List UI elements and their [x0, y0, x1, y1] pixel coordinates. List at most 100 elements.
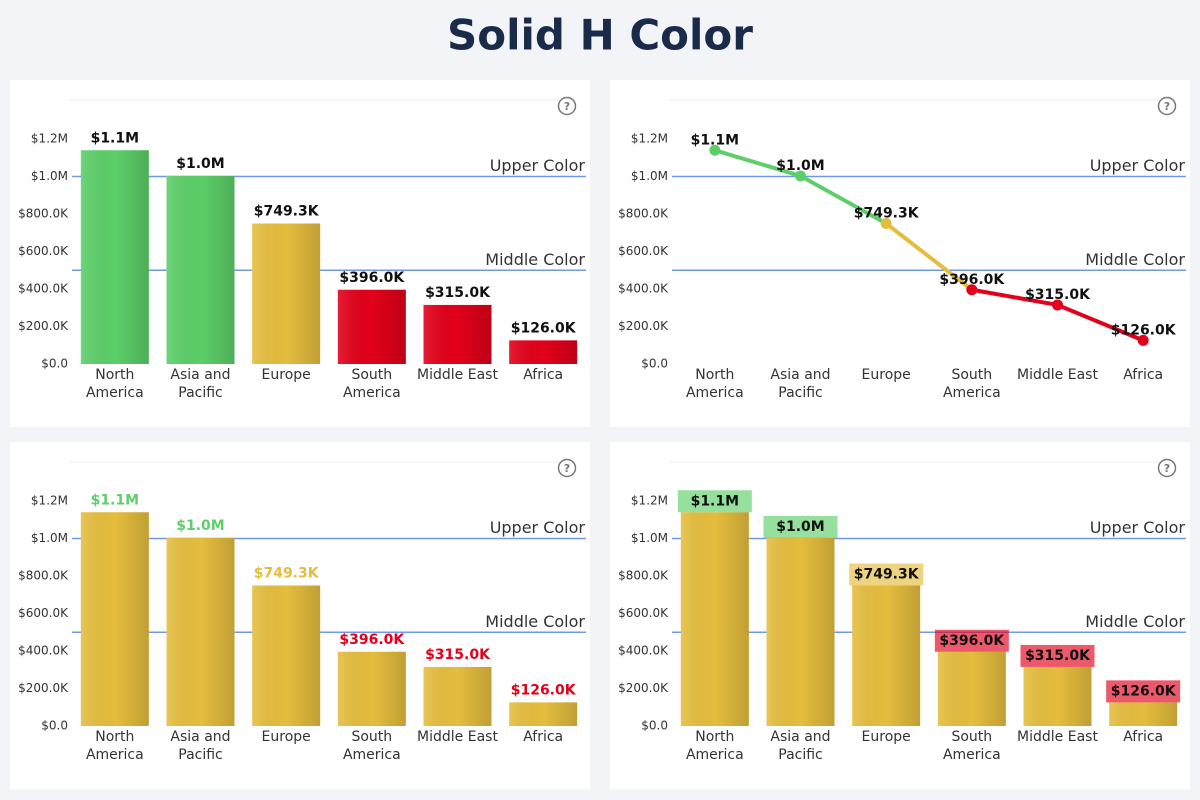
value-label: $126.0K: [511, 682, 577, 698]
y-tick-label: $1.0M: [31, 531, 68, 545]
y-tick-label: $200.0K: [18, 319, 69, 333]
x-label-box: Africa: [523, 729, 563, 745]
x-tick-label: North America: [85, 729, 144, 763]
x-tick-label: Asia and Pacific: [770, 729, 831, 763]
value-label-background: [934, 629, 1009, 652]
y-tick-label: $0.0: [41, 719, 68, 733]
x-tick-label: Asia and Pacific: [170, 729, 231, 763]
x-tick-label: Middle East: [1017, 367, 1098, 383]
x-tick-label: Europe: [861, 367, 911, 383]
value-label: $396.0K: [339, 270, 405, 286]
line-marker: [880, 218, 892, 230]
line-marker: [1052, 299, 1063, 311]
x-tick-label: North America: [85, 367, 144, 401]
bar-shade: [166, 175, 235, 364]
value-label: $315.0K: [1025, 648, 1091, 664]
x-tick-label: Middle East: [1017, 729, 1098, 745]
y-tick-label: $1.2M: [631, 132, 668, 146]
x-tick-label: South America: [942, 367, 1001, 401]
x-tick-label: Africa: [1123, 367, 1164, 383]
x-label-box: Asia and Pacific: [770, 729, 831, 763]
x-label-box: Europe: [262, 729, 311, 745]
reference-line-label: Middle Color: [485, 250, 585, 269]
x-tick-label: South America: [942, 729, 1001, 763]
x-label-box: North America: [686, 729, 744, 763]
value-label: $1.1M: [91, 492, 139, 508]
x-label-box: Europe: [861, 367, 911, 383]
x-label-box: Africa: [523, 367, 564, 383]
x-label-box: Africa: [1123, 729, 1163, 745]
line-segment: [969, 287, 1060, 307]
chart-panel: ? $0.0 $200.0K $400.0K $600.0K $800.0K $1.0M $1…: [610, 80, 1190, 427]
value-label: $749.3K: [254, 566, 320, 582]
bar-shade: [852, 585, 921, 726]
value-label: $126.0K: [1111, 683, 1177, 699]
bar-shade: [80, 512, 149, 726]
help-icon: [557, 96, 577, 116]
help-icon-mark: ?: [564, 100, 570, 113]
y-tick-label: $800.0K: [618, 207, 669, 221]
line-marker: [1137, 334, 1149, 346]
help-icon-mark: ?: [1164, 462, 1170, 475]
reference-line-label: Middle Color: [485, 612, 585, 631]
chart-panel: ? $0.0 $200.0K $400.0K $600.0K $800.0K $1.0M $1…: [10, 442, 590, 789]
value-label: $126.0K: [1111, 322, 1177, 338]
value-label: $396.0K: [939, 633, 1005, 649]
x-label-box: North America: [685, 367, 744, 401]
value-label: $1.0M: [776, 158, 824, 174]
value-label: $749.3K: [854, 206, 920, 222]
value-label-background: [1020, 644, 1095, 667]
y-tick-label: $800.0K: [618, 569, 669, 583]
value-label: $396.0K: [339, 632, 405, 648]
chart-panel: ? $0.0 $200.0K $400.0K $600.0K $800.0K $1.0M $1…: [610, 442, 1190, 789]
y-tick-label: $1.2M: [631, 494, 668, 508]
value-label-background: [1106, 680, 1181, 703]
value-label-background: [677, 490, 752, 513]
bar-shade: [509, 340, 578, 364]
value-label: $315.0K: [425, 647, 491, 663]
reference-line-label: Middle Color: [1085, 250, 1185, 269]
y-tick-label: $200.0K: [18, 681, 69, 695]
bar-shade: [80, 150, 149, 364]
bar-shade: [1023, 666, 1092, 726]
y-tick-label: $0.0: [641, 357, 668, 371]
y-tick-label: $400.0K: [18, 644, 69, 658]
value-label: $315.0K: [1025, 287, 1091, 303]
reference-line-label: Middle Color: [1085, 612, 1185, 631]
x-tick-label: Europe: [861, 729, 911, 745]
x-label-box: Africa: [1123, 367, 1164, 383]
value-label-background: [763, 515, 838, 538]
line-segment: [1055, 302, 1146, 343]
help-icon-mark: ?: [564, 462, 570, 475]
value-label: $396.0K: [939, 272, 1005, 288]
help-icon: [1157, 96, 1177, 116]
x-label-box: South America: [942, 367, 1001, 401]
x-tick-label: North America: [685, 367, 744, 401]
y-tick-label: $600.0K: [18, 244, 69, 258]
reference-line-label: Upper Color: [490, 156, 586, 175]
reference-line-label: Upper Color: [490, 518, 586, 537]
x-tick-label: Asia and Pacific: [170, 367, 231, 401]
value-label: $1.0M: [176, 518, 224, 534]
y-tick-label: $400.0K: [618, 282, 669, 296]
value-label-background: [849, 563, 924, 586]
y-tick-label: $0.0: [41, 357, 68, 371]
help-icon: [557, 458, 577, 478]
x-tick-label: Africa: [523, 367, 564, 383]
y-tick-label: $200.0K: [618, 319, 669, 333]
value-label: $1.1M: [691, 493, 739, 509]
bar-shade: [423, 304, 492, 364]
value-label: $1.1M: [91, 130, 139, 146]
y-tick-label: $200.0K: [618, 681, 669, 695]
value-label: $315.0K: [425, 285, 491, 301]
value-label: $749.3K: [254, 204, 320, 220]
y-tick-label: $800.0K: [18, 207, 69, 221]
x-label-box: Middle East: [417, 367, 498, 383]
chart-panel: ? $0.0 $200.0K $400.0K $600.0K $800.0K $1.0M $1…: [10, 80, 590, 427]
y-tick-label: $600.0K: [618, 606, 669, 620]
line-segment: [798, 173, 889, 226]
bar-shade: [509, 702, 578, 726]
x-label-box: Middle East: [1017, 729, 1098, 745]
